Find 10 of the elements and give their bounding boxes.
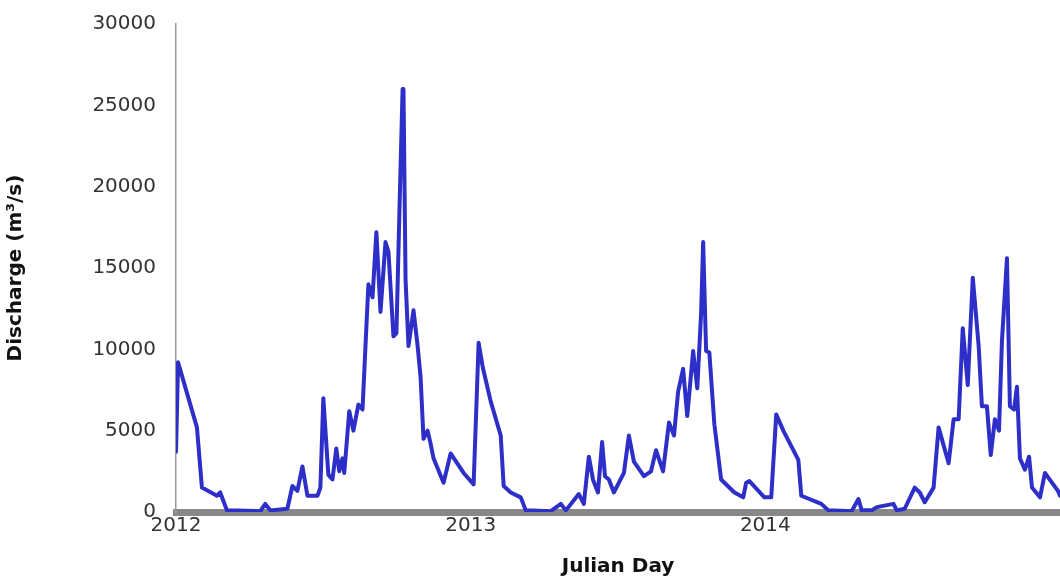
x-axis-title: Julian Day [559,553,675,578]
x-tick-label: 2014 [739,512,791,537]
y-tick-label: 20000 [92,172,156,197]
y-tick-label: 30000 [92,10,156,35]
x-tick-label: 2013 [445,512,497,537]
y-tick-label: 15000 [92,254,156,279]
y-tick-label: 25000 [92,91,156,116]
y-tick-label: 5000 [105,416,156,441]
y-axis-title: Discharge (m³/s) [2,174,27,362]
y-tick-label: 10000 [92,335,156,360]
